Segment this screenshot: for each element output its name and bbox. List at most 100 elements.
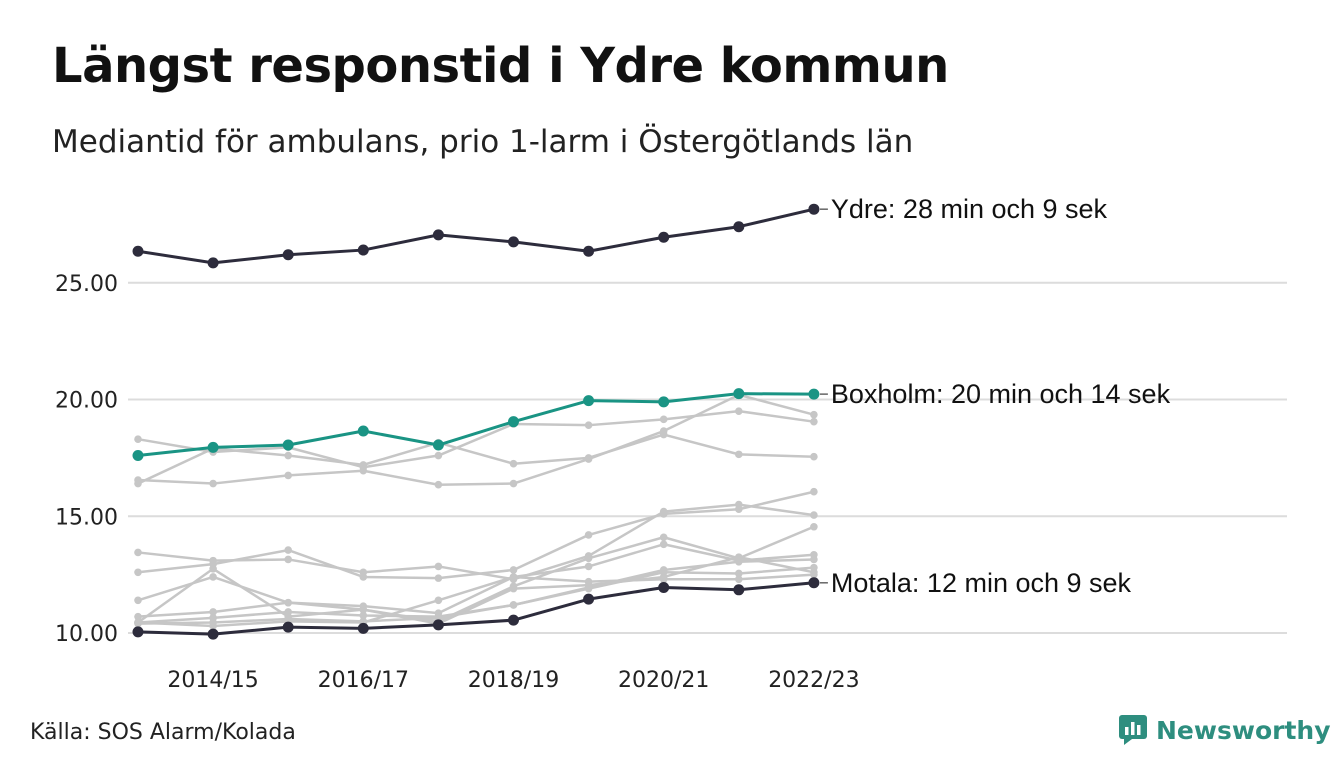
data-point[interactable]	[432, 229, 444, 241]
data-point[interactable]	[735, 569, 743, 578]
data-point[interactable]	[810, 417, 818, 426]
data-point[interactable]	[209, 479, 217, 488]
data-point[interactable]	[134, 435, 142, 443]
data-point[interactable]	[282, 439, 294, 451]
data-point[interactable]	[659, 507, 668, 516]
data-point[interactable]	[434, 562, 443, 571]
data-point[interactable]	[735, 450, 743, 459]
data-point[interactable]	[810, 522, 818, 531]
data-point[interactable]	[284, 451, 293, 460]
data-point[interactable]	[584, 577, 593, 586]
newsworthy-icon	[1119, 715, 1147, 745]
data-point[interactable]	[134, 618, 142, 627]
data-point[interactable]	[132, 450, 144, 462]
data-point[interactable]	[659, 568, 668, 577]
data-point[interactable]	[132, 245, 144, 257]
data-point[interactable]	[584, 562, 593, 571]
data-point[interactable]	[508, 614, 519, 626]
data-point[interactable]	[810, 511, 818, 519]
data-point[interactable]	[808, 388, 820, 400]
data-point[interactable]	[810, 487, 818, 496]
data-point[interactable]	[432, 439, 444, 451]
data-point[interactable]	[357, 244, 369, 256]
data-point[interactable]	[207, 441, 219, 453]
data-point[interactable]	[810, 563, 818, 572]
data-point[interactable]	[284, 546, 293, 554]
data-point[interactable]	[134, 568, 142, 577]
data-point[interactable]	[810, 570, 818, 579]
data-point[interactable]	[733, 584, 745, 596]
data-point[interactable]	[357, 425, 369, 437]
data-point[interactable]	[808, 203, 820, 215]
data-point[interactable]	[207, 257, 219, 269]
data-point[interactable]	[132, 626, 144, 638]
data-point[interactable]	[659, 415, 668, 424]
data-point[interactable]	[583, 593, 595, 605]
data-point[interactable]	[810, 555, 818, 564]
data-point[interactable]	[509, 566, 518, 574]
data-point[interactable]	[508, 416, 519, 428]
data-point[interactable]	[509, 479, 518, 488]
data-point[interactable]	[810, 452, 818, 461]
data-point[interactable]	[134, 612, 142, 621]
data-point[interactable]	[509, 459, 518, 468]
data-point[interactable]	[434, 480, 443, 489]
data-point[interactable]	[659, 427, 668, 435]
data-point[interactable]	[658, 396, 670, 408]
data-point[interactable]	[509, 573, 518, 581]
data-point[interactable]	[134, 596, 142, 605]
data-point[interactable]	[282, 249, 294, 261]
data-point[interactable]	[209, 556, 217, 565]
data-point[interactable]	[359, 461, 368, 469]
data-point[interactable]	[584, 421, 593, 429]
series-end-label: Ydre: 28 min och 9 sek	[831, 194, 1108, 224]
data-point[interactable]	[509, 584, 518, 593]
data-point[interactable]	[207, 628, 219, 640]
data-point[interactable]	[733, 221, 745, 233]
data-point[interactable]	[359, 605, 368, 614]
data-point[interactable]	[735, 407, 743, 415]
data-point[interactable]	[584, 554, 593, 563]
data-point[interactable]	[284, 598, 293, 607]
data-point[interactable]	[733, 388, 745, 400]
data-point[interactable]	[584, 584, 593, 593]
data-point[interactable]	[209, 564, 217, 573]
data-point[interactable]	[357, 622, 369, 634]
newsworthy-logo[interactable]: Newsworthy	[1118, 714, 1331, 746]
data-point[interactable]	[359, 466, 368, 475]
data-point[interactable]	[508, 236, 519, 248]
data-point[interactable]	[432, 619, 444, 631]
series-line	[137, 525, 815, 624]
data-point[interactable]	[209, 622, 217, 630]
data-point[interactable]	[583, 245, 595, 257]
data-point[interactable]	[434, 596, 443, 605]
data-point[interactable]	[659, 533, 668, 542]
data-point[interactable]	[583, 395, 595, 407]
data-point[interactable]	[659, 575, 668, 584]
data-point[interactable]	[209, 573, 217, 581]
data-point[interactable]	[284, 608, 293, 616]
data-point[interactable]	[134, 476, 142, 484]
data-point[interactable]	[735, 500, 743, 509]
x-tick-label: 2014/15	[167, 668, 258, 693]
data-point[interactable]	[434, 574, 443, 582]
data-point[interactable]	[659, 540, 668, 549]
data-point[interactable]	[808, 577, 820, 589]
data-point[interactable]	[282, 621, 294, 633]
data-point[interactable]	[584, 531, 593, 539]
data-point[interactable]	[284, 555, 293, 564]
data-point[interactable]	[134, 548, 142, 557]
data-point[interactable]	[209, 608, 217, 616]
data-point[interactable]	[359, 568, 368, 577]
data-point[interactable]	[658, 581, 670, 593]
data-point[interactable]	[284, 471, 293, 480]
chart-subtitle: Mediantid för ambulans, prio 1-larm i Ös…	[52, 124, 914, 160]
data-point[interactable]	[584, 455, 593, 463]
data-point[interactable]	[735, 575, 743, 584]
data-point[interactable]	[359, 611, 368, 620]
data-point[interactable]	[509, 601, 518, 609]
data-point[interactable]	[434, 451, 443, 460]
data-point[interactable]	[810, 410, 818, 419]
data-point[interactable]	[735, 557, 743, 566]
data-point[interactable]	[658, 231, 670, 243]
